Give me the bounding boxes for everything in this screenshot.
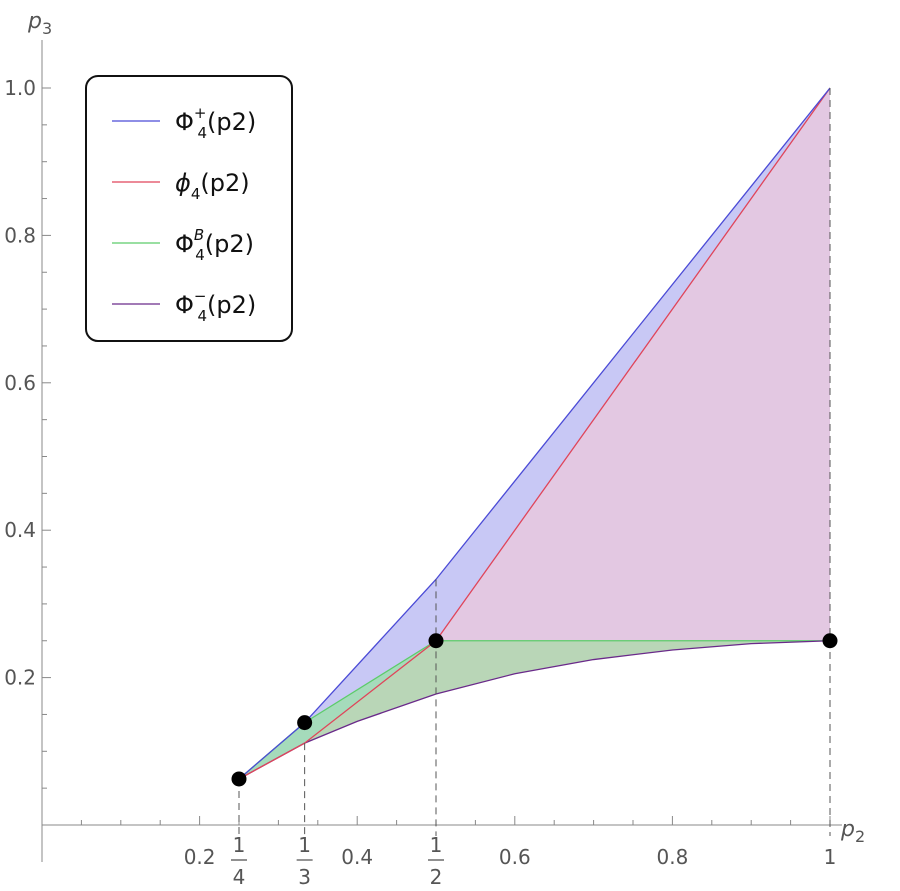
y-tick-label: 1.0 — [4, 76, 36, 100]
axes: 0.2 0.4 0.6 0.8 1.0 0.2 0.4 0.6 0.8 1 1 4 1 3 1 2 — [4, 40, 842, 889]
x-fraction-denominator: 4 — [233, 865, 246, 889]
x-fraction-denominator: 2 — [430, 865, 443, 889]
legend-label-base: ϕ — [175, 169, 191, 197]
y-tick-label: 0.8 — [4, 223, 36, 247]
x-fraction-numerator: 1 — [430, 833, 443, 857]
x-tick-label: 0.4 — [341, 845, 373, 869]
fill-regions — [239, 88, 830, 779]
series-line-lower — [238, 640, 831, 780]
x-tick-label: 0.2 — [184, 845, 216, 869]
data-point — [428, 633, 444, 649]
marked-points — [231, 633, 838, 787]
legend-label-sup: B — [194, 226, 204, 244]
legend-label-sub: 4 — [197, 307, 207, 325]
legend-label-base: Φ — [175, 230, 194, 258]
legend-label-sup: − — [194, 287, 207, 305]
series-line-phi — [238, 87, 831, 780]
x-tick-label: 0.8 — [656, 845, 688, 869]
x-axis-label-main: p — [840, 817, 855, 842]
data-point — [822, 633, 838, 649]
data-point — [231, 771, 247, 787]
data-point — [297, 715, 313, 731]
x-tick-label: 1 — [824, 845, 837, 869]
legend-label-base: Φ — [175, 291, 194, 319]
legend-label: ΦB 4(p2) — [175, 226, 254, 264]
y-tick-label: 0.6 — [4, 371, 36, 395]
drop-lines — [238, 88, 831, 836]
legend-label: ϕ4(p2) — [175, 169, 250, 203]
x-axis-label: p2 — [840, 817, 865, 846]
x-fraction-denominator: 3 — [298, 865, 311, 889]
legend-label-sup: + — [194, 104, 207, 122]
legend-label: Φ− 4(p2) — [175, 287, 256, 325]
y-axis-label: p3 — [27, 9, 52, 38]
fill-small-region — [239, 640, 436, 779]
x-tick-label: 0.6 — [499, 845, 531, 869]
y-axis-label-main: p — [27, 9, 42, 34]
x-fraction-numerator: 1 — [298, 833, 311, 857]
legend-label-arg: (p2) — [207, 108, 256, 136]
legend-label-sub: 4 — [191, 185, 201, 203]
y-tick-label: 0.4 — [4, 518, 36, 542]
x-axis-label-sub: 2 — [855, 827, 865, 846]
legend-label-arg: (p2) — [205, 230, 254, 258]
legend-label-arg: (p2) — [200, 169, 249, 197]
y-tick-label: 0.2 — [4, 666, 36, 690]
legend-box — [85, 75, 293, 342]
legend: Φ+ 4(p2)ϕ4(p2)ΦB 4(p2)Φ− 4(p2) — [85, 75, 293, 342]
y-axis-label-sub: 3 — [42, 19, 52, 38]
legend-label-arg: (p2) — [207, 291, 256, 319]
legend-label: Φ+ 4(p2) — [175, 104, 256, 142]
x-fraction-numerator: 1 — [233, 833, 246, 857]
legend-label-sub: 4 — [197, 124, 207, 142]
legend-label-base: Φ — [175, 108, 194, 136]
legend-label-sub: 4 — [195, 246, 205, 264]
